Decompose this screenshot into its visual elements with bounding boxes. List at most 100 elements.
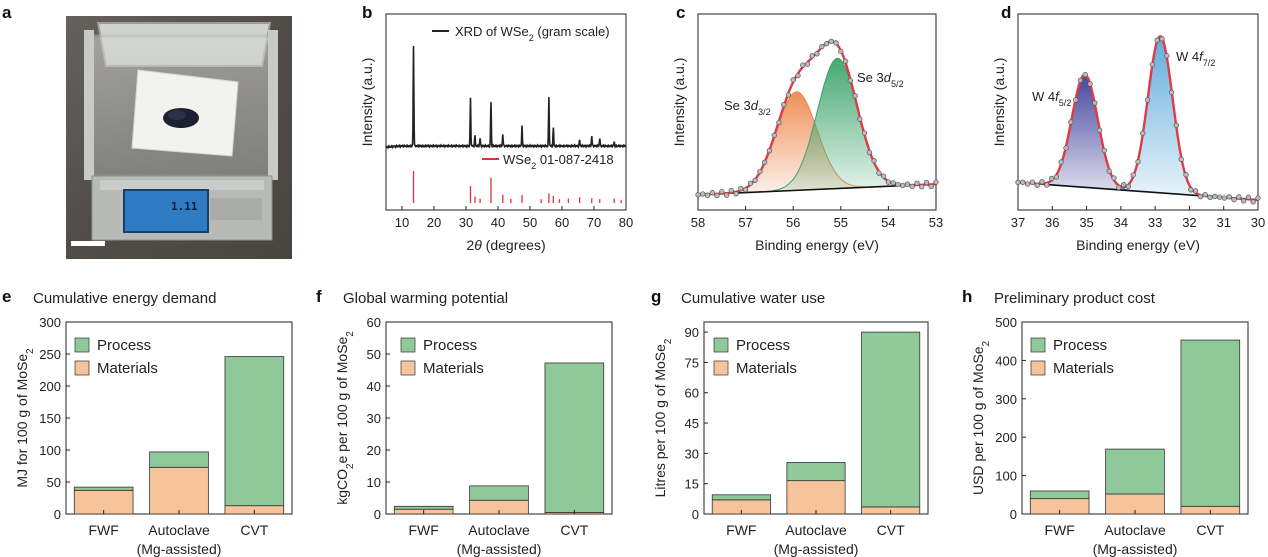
data-point	[1120, 182, 1127, 188]
y-tick-label: 50	[47, 475, 61, 490]
data-point	[723, 192, 730, 198]
legend-swatch-materials	[74, 360, 90, 376]
data-point	[1140, 130, 1146, 136]
data-point	[814, 51, 820, 57]
x-tick-label: 70	[587, 215, 601, 230]
data-point	[771, 132, 777, 138]
data-point	[1173, 122, 1180, 128]
x-tick-label: 54	[881, 215, 895, 230]
y-tick-label: 0	[374, 507, 381, 522]
chart-b: 10 20 30 40 50 60 70 80 2θ (degrees) Intensity (a…	[359, 13, 633, 253]
data-point	[1221, 195, 1228, 201]
x-tick-label: 35	[1079, 215, 1093, 230]
y-tick-label: 300	[39, 315, 61, 330]
data-point	[828, 38, 834, 45]
data-point	[1101, 147, 1108, 154]
bar-process	[469, 485, 529, 501]
data-point	[823, 41, 830, 47]
data-point	[1039, 179, 1045, 185]
y-tick-label: 40	[367, 379, 381, 394]
y-tick-label: 15	[685, 477, 699, 492]
x-tick-label: 20	[427, 215, 441, 230]
bar-process	[224, 356, 285, 507]
x-tick-label: 58	[691, 215, 705, 230]
legend-swatch-process	[713, 337, 729, 353]
data-point	[1197, 193, 1204, 200]
data-point	[1053, 174, 1060, 180]
x-tick-label: Autoclave	[785, 522, 847, 538]
data-point	[852, 93, 858, 99]
y-tick-label: 50	[367, 347, 381, 362]
bar-process	[1180, 339, 1241, 507]
y-tick-label: 200	[995, 430, 1017, 445]
x-tick-label: 30	[459, 215, 473, 230]
x-tick-sublabel: (Mg-assisted)	[137, 541, 222, 557]
y-tick-label: 0	[1010, 507, 1017, 522]
data-point	[1130, 172, 1136, 178]
peak-annotation-1: Se 3d3/2	[724, 98, 771, 117]
y-tick-label: 30	[367, 411, 381, 426]
data-point	[1092, 100, 1098, 106]
chart-g: Cumulative water use 0 15 30 45 60 75 90 Litres …	[652, 290, 929, 557]
data-point	[1236, 194, 1242, 200]
x-tick-label: CVT	[560, 522, 588, 538]
legend-label-process: Process	[97, 337, 151, 354]
y-tick-label: 90	[685, 325, 699, 340]
legend-label-process: Process	[736, 337, 790, 354]
data-point	[776, 119, 782, 126]
data-point	[728, 187, 734, 194]
panel-label-c: c	[676, 3, 686, 22]
x-tick-label: 33	[1148, 215, 1162, 230]
data-point	[1231, 196, 1237, 203]
data-point	[747, 180, 754, 186]
y-tick-label: 45	[685, 416, 699, 431]
legend-swatch-process	[74, 337, 90, 353]
data-point	[1096, 127, 1103, 133]
data-point	[1149, 61, 1156, 68]
series-line-xrd	[385, 45, 627, 150]
data-point	[1125, 183, 1132, 190]
data-point	[761, 159, 768, 165]
y-tick-label: 150	[39, 411, 61, 426]
data-point	[1029, 179, 1036, 185]
y-tick-label: 0	[692, 507, 699, 522]
y-axis-label: MJ for 100 g of MoSe2	[14, 348, 36, 487]
data-point	[1212, 193, 1218, 200]
x-tick-label: CVT	[877, 522, 905, 538]
x-tick-label: 50	[523, 215, 537, 230]
chart-h: Preliminary product cost 0 100 200 300 400 500…	[970, 290, 1249, 557]
y-tick-label: 100	[995, 469, 1017, 484]
data-point	[738, 185, 744, 192]
chart-d: 37 36 35 34 33 32 31 30 Binding energy (eV) Inten…	[991, 13, 1265, 253]
chart-title: Preliminary product cost	[994, 290, 1156, 307]
legend-label-process: Process	[1053, 337, 1107, 354]
x-tick-label: 55	[834, 215, 848, 230]
panel-label-d: d	[1001, 3, 1012, 22]
bar-process	[711, 494, 771, 501]
y-tick-label: 100	[39, 443, 61, 458]
x-axis-label: Binding energy (eV)	[755, 237, 879, 253]
balance-readout: 1.11	[171, 200, 198, 213]
y-tick-label: 20	[367, 443, 381, 458]
data-point	[1077, 77, 1084, 83]
x-tick-label: FWF	[89, 522, 119, 538]
legend-swatch-materials	[1030, 360, 1046, 376]
y-axis-label: Litres per 100 g of MoSe2	[652, 339, 674, 498]
bar-materials	[786, 480, 846, 515]
x-tick-label: 36	[1045, 215, 1059, 230]
plot-frame	[385, 13, 627, 211]
x-tick-sublabel: (Mg-assisted)	[1093, 541, 1178, 557]
data-point	[1044, 182, 1050, 188]
data-point	[1192, 188, 1199, 194]
legend-label-materials: Materials	[736, 360, 797, 377]
data-point	[838, 48, 844, 55]
legend-swatch-materials	[400, 360, 416, 376]
data-point	[1068, 119, 1074, 125]
data-point	[1250, 199, 1256, 205]
x-tick-label: 34	[1114, 215, 1128, 230]
data-point	[1082, 72, 1088, 78]
data-point	[709, 190, 715, 196]
peak-annotation-2: W 4f7/2	[1176, 49, 1215, 68]
legend-label-reference: WSe2 01-087-2418	[503, 152, 614, 171]
peak-annotation-2: Se 3d5/2	[857, 70, 904, 89]
